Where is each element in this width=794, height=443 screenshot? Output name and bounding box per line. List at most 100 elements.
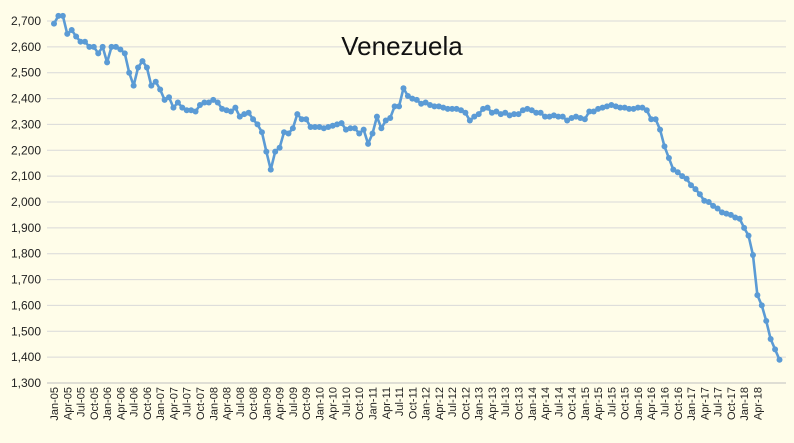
x-tick-label: Oct-09 xyxy=(301,387,313,420)
data-point xyxy=(484,104,491,111)
data-point xyxy=(285,130,292,137)
data-point xyxy=(714,205,721,212)
data-point xyxy=(674,169,681,176)
data-point xyxy=(643,107,650,114)
x-tick-label: Oct-07 xyxy=(195,387,207,420)
data-point xyxy=(776,356,783,363)
data-point xyxy=(431,103,438,110)
data-point xyxy=(626,105,633,112)
data-point xyxy=(670,166,677,173)
y-tick-label: 1,300 xyxy=(11,376,41,390)
data-point xyxy=(705,199,712,205)
x-tick-label: Jan-13 xyxy=(474,387,486,421)
data-point xyxy=(396,103,403,110)
x-tick-label: Oct-16 xyxy=(673,387,685,420)
data-point xyxy=(511,111,518,118)
data-point xyxy=(214,99,221,106)
y-tick-label: 2,200 xyxy=(11,143,41,157)
data-point xyxy=(90,43,97,50)
x-tick-label: Apr-07 xyxy=(168,387,180,420)
data-point xyxy=(741,224,748,231)
data-point xyxy=(515,111,522,118)
x-tick-label: Apr-08 xyxy=(222,387,234,420)
x-tick-label: Apr-12 xyxy=(434,387,446,420)
x-tick-label: Jan-08 xyxy=(208,387,220,421)
data-point xyxy=(205,99,212,106)
x-tick-label: Oct-12 xyxy=(460,387,472,420)
data-point xyxy=(559,113,566,120)
x-tick-label: Jan-11 xyxy=(368,387,380,420)
data-point xyxy=(449,105,456,112)
data-point xyxy=(117,46,124,53)
x-tick-label: Oct-17 xyxy=(726,387,738,420)
data-point xyxy=(121,50,128,57)
data-point xyxy=(68,27,75,34)
data-point xyxy=(537,109,544,116)
data-point xyxy=(692,186,699,193)
data-point xyxy=(170,104,177,111)
data-point xyxy=(617,104,624,111)
data-point xyxy=(493,108,500,115)
data-point xyxy=(179,104,186,111)
x-tick-label: Oct-13 xyxy=(513,387,525,420)
data-point xyxy=(727,211,734,218)
data-point xyxy=(696,191,703,198)
data-point xyxy=(263,148,270,155)
data-point xyxy=(382,117,389,124)
data-point xyxy=(51,20,57,27)
data-point xyxy=(303,116,310,123)
gridlines xyxy=(47,20,786,384)
data-point xyxy=(466,117,473,124)
data-point xyxy=(369,130,376,137)
data-point xyxy=(462,109,469,116)
data-point xyxy=(639,104,646,111)
x-tick-label: Oct-05 xyxy=(89,387,101,420)
data-point xyxy=(351,125,358,132)
data-point xyxy=(227,108,234,115)
data-point xyxy=(152,78,159,85)
data-point xyxy=(108,43,115,50)
x-tick-label: Apr-05 xyxy=(62,387,74,420)
data-point xyxy=(201,99,208,106)
data-point xyxy=(245,109,252,116)
x-tick-label: Jul-15 xyxy=(606,387,618,417)
data-point xyxy=(661,143,668,150)
series-group xyxy=(51,12,783,363)
data-point xyxy=(250,116,257,123)
data-point xyxy=(679,173,686,180)
y-tick-label: 1,500 xyxy=(11,324,41,338)
x-tick-label: Jul-16 xyxy=(659,387,671,417)
data-point xyxy=(64,30,71,37)
data-point xyxy=(688,182,695,189)
x-tick-label: Apr-17 xyxy=(699,387,711,420)
x-tick-label: Oct-11 xyxy=(407,387,419,419)
data-point xyxy=(77,38,84,45)
data-point xyxy=(648,116,655,123)
x-tick-label: Apr-15 xyxy=(593,387,605,420)
x-tick-label: Jan-07 xyxy=(155,387,167,421)
x-tick-label: Jul-08 xyxy=(235,387,247,417)
data-point xyxy=(161,96,168,103)
x-tick-label: Jan-16 xyxy=(633,387,645,421)
data-point xyxy=(758,302,765,309)
chart-title: Venezuela xyxy=(341,31,463,61)
data-point xyxy=(710,202,717,209)
data-point xyxy=(183,107,190,114)
data-point xyxy=(210,96,217,103)
data-point xyxy=(276,144,283,151)
x-tick-label: Jan-14 xyxy=(527,387,539,421)
x-tick-label: Jan-06 xyxy=(102,387,114,421)
data-point xyxy=(763,317,770,324)
data-point xyxy=(590,108,597,115)
data-point xyxy=(236,113,243,120)
data-point xyxy=(130,82,137,89)
x-tick-label: Oct-14 xyxy=(567,387,579,420)
data-point xyxy=(258,129,265,136)
y-tick-label: 2,700 xyxy=(11,14,41,28)
data-point xyxy=(749,252,756,259)
data-point xyxy=(126,69,133,76)
data-point xyxy=(148,82,155,89)
y-tick-label: 2,300 xyxy=(11,117,41,131)
data-point xyxy=(542,113,549,120)
data-point xyxy=(55,12,62,19)
